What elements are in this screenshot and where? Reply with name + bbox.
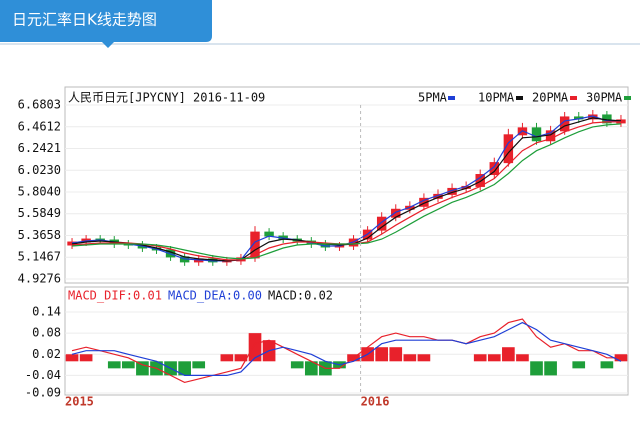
y-tick-label: -0.04 — [25, 368, 61, 382]
macd-bar — [178, 361, 191, 376]
macd-bar — [79, 354, 93, 362]
y-tick-label: 0.08 — [32, 326, 61, 340]
macd-bar — [600, 361, 614, 369]
y-tick-label: 5.8040 — [18, 184, 61, 198]
legend-label: 20PMA — [532, 91, 569, 105]
legend-label: 10PMA — [478, 91, 515, 105]
macd-bar — [389, 347, 403, 362]
legend-label: 30PMA — [586, 91, 623, 105]
x-tick-label: 2016 — [361, 395, 390, 409]
macd-bar — [544, 361, 557, 376]
y-tick-label: -0.09 — [25, 386, 61, 400]
candle-body — [531, 127, 542, 142]
header-tab — [0, 0, 212, 48]
macd-bar — [192, 361, 206, 369]
macd-bar — [234, 354, 248, 362]
macd-bar — [572, 361, 586, 369]
macd-bar — [487, 354, 501, 362]
y-tick-label: 0.02 — [32, 347, 61, 361]
header-title: 日元汇率日K线走势图 — [12, 11, 157, 29]
y-tick-label: 0.14 — [32, 305, 61, 319]
legend-label: MACD:0.02 — [268, 289, 333, 303]
chart-title: 人民币日元[JPYCNY] 2016-11-09 — [68, 91, 265, 105]
macd-bar — [290, 361, 304, 369]
macd-bar — [107, 361, 121, 369]
macd-bar — [220, 354, 234, 362]
macd-bar — [65, 354, 79, 362]
candle-body — [489, 162, 500, 176]
macd-bar — [417, 354, 431, 362]
macd-line — [71, 321, 622, 376]
main-frame — [64, 86, 629, 284]
macd-bar — [403, 354, 417, 362]
macd-bar — [473, 354, 487, 362]
macd-bar — [304, 361, 318, 376]
macd-bar — [516, 354, 529, 362]
y-tick-label: 6.4612 — [18, 119, 61, 133]
y-tick-label: 6.2421 — [18, 141, 61, 155]
macd-bar — [248, 333, 262, 362]
macd-bar — [502, 347, 515, 362]
candle-body — [376, 216, 387, 231]
x-tick-label: 2015 — [65, 395, 94, 409]
legend-label: MACD_DEA:0.00 — [168, 289, 262, 303]
legend-swatch — [516, 96, 523, 100]
legend-swatch — [448, 96, 455, 100]
legend-swatch — [624, 96, 631, 100]
macd-bar — [122, 361, 135, 369]
macd-bar — [136, 361, 149, 376]
legend-label: 5PMA — [418, 91, 448, 105]
macd-frame — [64, 286, 629, 396]
candle-body — [264, 231, 274, 237]
y-tick-label: 5.3658 — [18, 228, 61, 242]
y-tick-label: 5.1467 — [18, 250, 61, 264]
y-tick-label: 6.0230 — [18, 163, 61, 177]
legend-swatch — [570, 96, 577, 100]
ma-line — [71, 123, 622, 260]
macd-bar — [375, 347, 389, 362]
y-tick-label: 5.5849 — [18, 206, 61, 220]
legend-label: MACD_DIF:0.01 — [68, 289, 162, 303]
macd-bar — [530, 361, 543, 376]
y-tick-label: 6.6803 — [18, 98, 61, 112]
y-tick-label: 4.9276 — [18, 272, 61, 286]
